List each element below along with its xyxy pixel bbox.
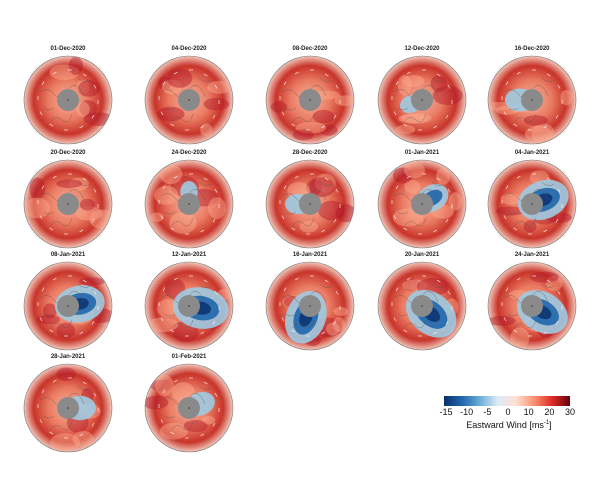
panel-date-title: 12-Dec-2020 — [404, 46, 440, 52]
panel-date-title: 20-Jan-2021 — [404, 252, 440, 258]
polar-map — [265, 159, 355, 249]
polar-map — [144, 363, 234, 453]
colorbar-label: Eastward Wind [ms-1] — [466, 420, 552, 430]
panel-date-title: 16-Dec-2020 — [514, 46, 550, 52]
panel-date-title: 24-Dec-2020 — [171, 150, 207, 156]
polar-map — [23, 363, 113, 453]
polar-map — [487, 261, 577, 351]
polar-map — [377, 159, 467, 249]
panel-date-title: 08-Dec-2020 — [292, 46, 328, 52]
panel-date-title: 24-Jan-2021 — [514, 252, 550, 258]
panel-date-title: 01-Feb-2021 — [171, 354, 207, 360]
polar-map — [144, 55, 234, 145]
colorbar-tick-label: -10 — [460, 407, 474, 417]
panel-date-title: 12-Jan-2021 — [171, 252, 207, 258]
panel-date-title: 28-Dec-2020 — [292, 150, 328, 156]
panel-date-title: 01-Jan-2021 — [404, 150, 440, 156]
polar-map — [144, 261, 234, 351]
panel-date-title: 16-Jan-2021 — [292, 252, 328, 258]
polar-map — [377, 261, 467, 351]
panel-date-title: 20-Dec-2020 — [50, 150, 86, 156]
panel-date-title: 01-Dec-2020 — [50, 46, 86, 52]
polar-map — [23, 159, 113, 249]
colorbar-tick-label: -5 — [483, 407, 492, 417]
polar-map — [23, 261, 113, 351]
colorbar-tick-label: 0 — [505, 407, 511, 417]
colorbar-tick-label: 10 — [523, 407, 534, 417]
panel-date-title: 08-Jan-2021 — [50, 252, 86, 258]
colorbar-tick-label: 20 — [544, 407, 555, 417]
polar-map — [23, 55, 113, 145]
polar-map — [487, 159, 577, 249]
colorbar: -15 -10 -5 0 10 20 30 Eastward Wind [ms-1] — [434, 396, 576, 436]
polar-map — [265, 55, 355, 145]
polar-map — [487, 55, 577, 145]
colorbar-tick-label: -15 — [439, 407, 453, 417]
panel-date-title: 28-Jan-2021 — [50, 354, 86, 360]
panel-date-title: 04-Jan-2021 — [514, 150, 550, 156]
polar-map — [265, 261, 355, 351]
polar-map — [144, 159, 234, 249]
colorbar-gradient — [444, 396, 570, 406]
polar-map — [377, 55, 467, 145]
colorbar-tick-label: 30 — [564, 407, 576, 417]
panel-date-title: 04-Dec-2020 — [171, 46, 207, 52]
